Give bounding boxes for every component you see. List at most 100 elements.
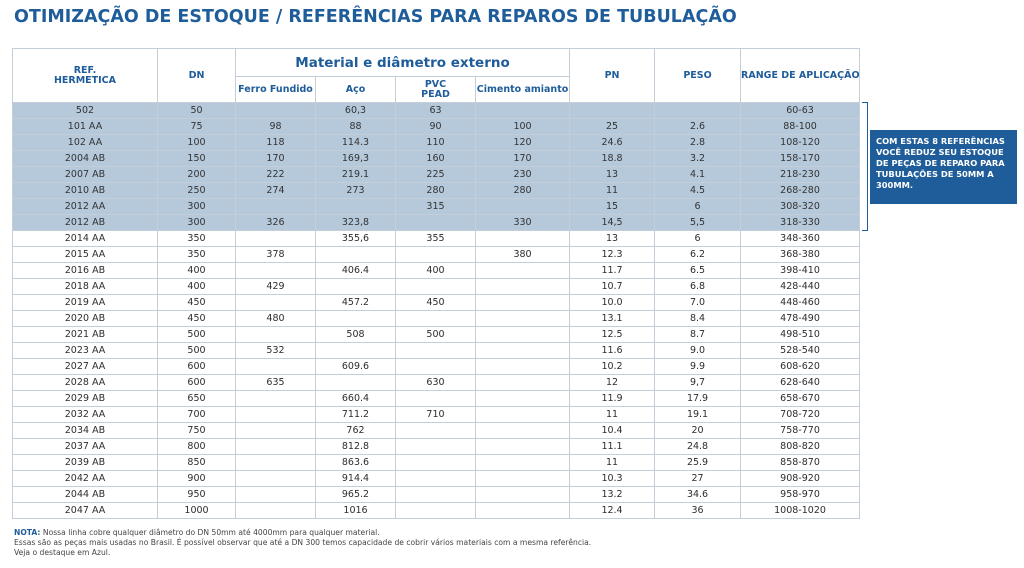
table-cell: 368-380: [740, 246, 861, 263]
table-cell: 2039 AB: [12, 454, 158, 471]
header-pvc: PVC PEAD: [395, 76, 476, 103]
table-cell: 11.9: [569, 390, 656, 407]
note-label: NOTA:: [14, 528, 41, 537]
table-cell: 230: [474, 166, 571, 183]
table-cell: 1016: [315, 502, 396, 519]
table-cell: [474, 342, 571, 359]
table-cell: 120: [474, 134, 571, 151]
table-cell: 8.7: [654, 326, 742, 343]
table-cell: 378: [235, 246, 316, 263]
table-cell: 448-460: [740, 294, 861, 311]
table-cell: [235, 470, 316, 487]
table-cell: 800: [157, 438, 236, 455]
table-cell: 348-360: [740, 230, 861, 247]
table-cell: 965.2: [315, 486, 396, 503]
table-cell: [474, 406, 571, 423]
table-cell: 24.8: [654, 438, 742, 455]
header-cimento: Cimento amianto: [474, 76, 571, 103]
table-cell: 457.2: [315, 294, 396, 311]
table-cell: 13: [569, 230, 656, 247]
table-cell: [474, 326, 571, 343]
table-cell: 900: [157, 470, 236, 487]
table-cell: 710: [395, 406, 476, 423]
table-cell: 268-280: [740, 182, 861, 199]
table-cell: 11.6: [569, 342, 656, 359]
table-cell: 2028 AA: [12, 374, 158, 391]
table-cell: 300: [157, 214, 236, 231]
table-row: 2034 AB 750 762 10.4 20 758-770: [12, 422, 861, 439]
table-cell: 12.5: [569, 326, 656, 343]
table-cell: [395, 438, 476, 455]
table-cell: 15: [569, 198, 656, 215]
table-cell: 2029 AB: [12, 390, 158, 407]
table-cell: 10.4: [569, 422, 656, 439]
table-cell: 102 AA: [12, 134, 158, 151]
table-row: 2037 AA 800 812.8 11.1 24.8 808-820: [12, 438, 861, 455]
table-cell: 2015 AA: [12, 246, 158, 263]
table-cell: 500: [157, 326, 236, 343]
table-cell: 406.4: [315, 262, 396, 279]
table-cell: 12: [569, 374, 656, 391]
table-cell: 2019 AA: [12, 294, 158, 311]
table-cell: [654, 102, 742, 119]
table-cell: 25.9: [654, 454, 742, 471]
table-cell: 8.4: [654, 310, 742, 327]
page-title: OTIMIZAÇÃO DE ESTOQUE / REFERÊNCIAS PARA…: [14, 7, 737, 27]
table-cell: 355: [395, 230, 476, 247]
header-range: RANGE DE APLICAÇÃO: [740, 48, 861, 103]
table-row: 2028 AA 600 635 630 12 9,7 628-640: [12, 374, 861, 391]
table-cell: 914.4: [315, 470, 396, 487]
table-cell: 450: [157, 310, 236, 327]
table-cell: 708-720: [740, 406, 861, 423]
table-row: 2014 AA 350 355,6 355 13 6 348-360: [12, 230, 861, 247]
table-cell: 24.6: [569, 134, 656, 151]
table-cell: 11: [569, 454, 656, 471]
table-cell: 170: [474, 150, 571, 167]
table-cell: 812.8: [315, 438, 396, 455]
table-cell: 2020 AB: [12, 310, 158, 327]
table-cell: 11.7: [569, 262, 656, 279]
table-cell: 88-100: [740, 118, 861, 135]
table-cell: [474, 198, 571, 215]
table-row: 2004 AB 150 170 169,3 160 170 18.8 3.2 158-170: [12, 150, 861, 167]
table-cell: 400: [395, 262, 476, 279]
table-cell: 114.3: [315, 134, 396, 151]
table-cell: [235, 390, 316, 407]
table-cell: 10.2: [569, 358, 656, 375]
table-cell: 2018 AA: [12, 278, 158, 295]
table-cell: 280: [395, 182, 476, 199]
table-cell: 10.3: [569, 470, 656, 487]
table-cell: 222: [235, 166, 316, 183]
table-cell: 4.5: [654, 182, 742, 199]
table-cell: 478-490: [740, 310, 861, 327]
header-dn: DN: [157, 48, 236, 103]
table-row: 2039 AB 850 863.6 11 25.9 858-870: [12, 454, 861, 471]
table-cell: 428-440: [740, 278, 861, 295]
table-cell: 2042 AA: [12, 470, 158, 487]
table-cell: [395, 214, 476, 231]
table-cell: [395, 342, 476, 359]
table-cell: 658-670: [740, 390, 861, 407]
table-cell: 18.8: [569, 150, 656, 167]
table-cell: 2012 AA: [12, 198, 158, 215]
highlight-bracket: [862, 102, 868, 231]
table-cell: [395, 310, 476, 327]
table-cell: [395, 390, 476, 407]
table-cell: 2034 AB: [12, 422, 158, 439]
table-row: 2015 AA 350 378 380 12.3 6.2 368-380: [12, 246, 861, 263]
table-cell: [235, 326, 316, 343]
table-cell: 808-820: [740, 438, 861, 455]
table-cell: 528-540: [740, 342, 861, 359]
table-cell: 110: [395, 134, 476, 151]
table-cell: 908-920: [740, 470, 861, 487]
table-cell: 2023 AA: [12, 342, 158, 359]
table-row: 2044 AB 950 965.2 13.2 34.6 958-970: [12, 486, 861, 503]
table-cell: [395, 246, 476, 263]
table-cell: 158-170: [740, 150, 861, 167]
table-cell: 6: [654, 230, 742, 247]
table-cell: [474, 294, 571, 311]
header-aco: Aço: [315, 76, 396, 103]
table-cell: 500: [395, 326, 476, 343]
table-cell: 12.3: [569, 246, 656, 263]
table-cell: 958-970: [740, 486, 861, 503]
